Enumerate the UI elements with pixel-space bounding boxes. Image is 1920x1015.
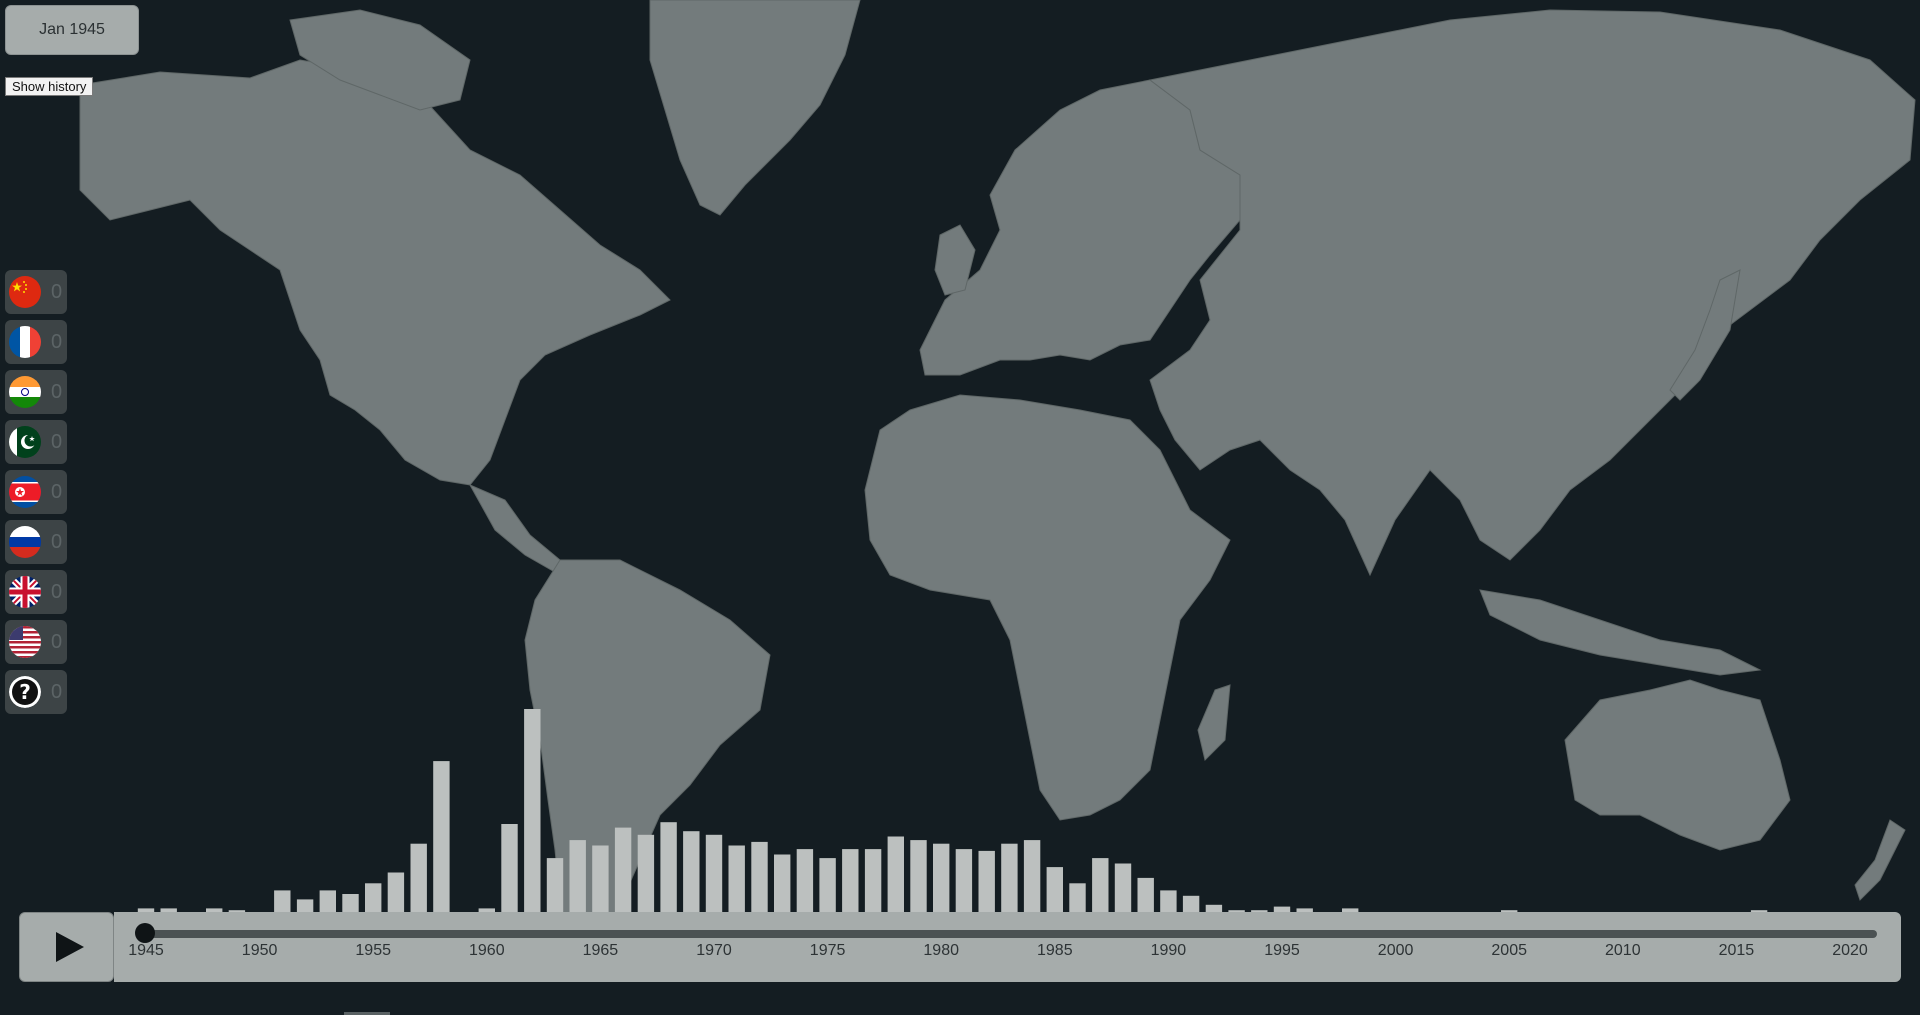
uk-islands (934, 224, 976, 296)
new-zealand (1854, 819, 1906, 901)
africa-landmass (864, 394, 1231, 821)
timeline-tick-label: 2000 (1377, 942, 1414, 959)
country-count: 0 (51, 280, 63, 303)
country-row-russia[interactable]: 0 (5, 520, 67, 564)
europe-landmass (919, 79, 1241, 376)
timeline-tick-label: 1990 (1150, 942, 1187, 959)
timeline-tick-label: 1965 (582, 942, 619, 959)
southeast-asia-islands (1479, 589, 1762, 676)
timeline-tick-label: 1955 (355, 942, 391, 959)
timeline-track[interactable] (144, 930, 1877, 938)
country-row-france[interactable]: 0 (5, 320, 67, 364)
country-sidebar: 0 0 0 0 0 0 (5, 270, 67, 720)
timeline-tick-label: 1970 (696, 942, 732, 959)
country-count: 0 (51, 530, 63, 553)
country-count: 0 (51, 580, 63, 603)
bottom-scroll-indicator (344, 1012, 390, 1015)
country-row-north-korea[interactable]: 0 (5, 470, 67, 514)
timeline-tick-label: 2010 (1605, 942, 1641, 959)
china-flag-icon (9, 276, 41, 308)
country-row-pakistan[interactable]: 0 (5, 420, 67, 464)
france-flag-icon (9, 326, 41, 358)
timeline-tick-label: 1975 (809, 942, 846, 959)
svg-text:?: ? (19, 680, 31, 704)
timeline-tick-label: 1985 (1037, 942, 1073, 959)
country-row-china[interactable]: 0 (5, 270, 67, 314)
timeline-tick-label: 1995 (1264, 942, 1300, 959)
country-count: 0 (51, 480, 63, 503)
country-row-unknown[interactable]: ? 0 (5, 670, 67, 714)
timeline-tick-label: 1980 (923, 942, 959, 959)
russia-flag-icon (9, 526, 41, 558)
play-button[interactable] (19, 912, 114, 982)
north-america-landmass (79, 59, 671, 486)
current-date-display: Jan 1945 (5, 5, 139, 55)
greenland (649, 0, 861, 216)
timeline-panel: 1945 1950 1955 1960 1965 1970 1975 1980 1985 1990… (114, 912, 1901, 982)
asia-landmass (1148, 9, 1916, 577)
pakistan-flag-icon (9, 426, 41, 458)
show-history-button[interactable]: Show history (5, 77, 94, 96)
arctic-islands (289, 9, 471, 111)
united-kingdom-flag-icon (9, 576, 41, 608)
timeline-tick-label: 2020 (1832, 942, 1868, 959)
timeline-tick-label: 1945 (128, 942, 164, 959)
country-count: 0 (51, 330, 63, 353)
country-count: 0 (51, 680, 63, 703)
north-korea-flag-icon (9, 476, 41, 508)
country-count: 0 (51, 380, 63, 403)
india-flag-icon (9, 376, 41, 408)
timeline-tick-label: 2015 (1718, 942, 1755, 959)
united-states-flag-icon (9, 626, 41, 658)
country-row-united-states[interactable]: 0 (5, 620, 67, 664)
timeline-tick-label: 2005 (1491, 942, 1527, 959)
timeline-tick-label: 1950 (241, 942, 278, 959)
australia-landmass (1564, 679, 1791, 851)
unknown-question-icon: ? (9, 676, 41, 708)
timeline-tick-label: 1960 (469, 942, 505, 959)
country-row-united-kingdom[interactable]: 0 (5, 570, 67, 614)
country-count: 0 (51, 430, 63, 453)
timeline-thumb[interactable] (135, 923, 155, 943)
country-row-india[interactable]: 0 (5, 370, 67, 414)
japan (1669, 269, 1741, 401)
country-count: 0 (51, 630, 63, 653)
madagascar (1197, 684, 1231, 761)
play-icon (55, 932, 84, 962)
